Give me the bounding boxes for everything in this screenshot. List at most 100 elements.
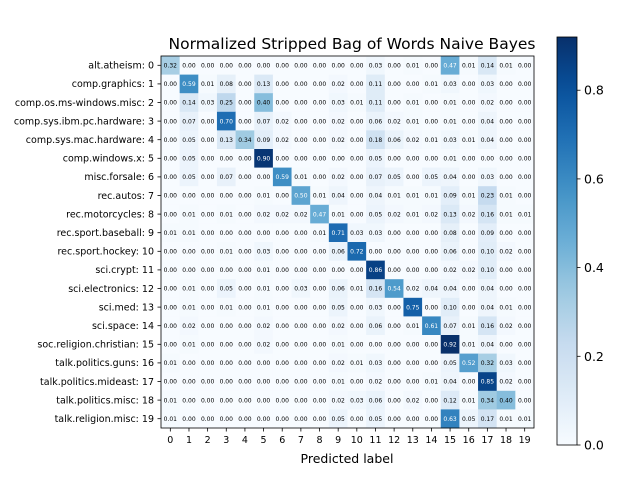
cell-value-label: 0.00 <box>182 63 196 70</box>
cell-value-label: 0.00 <box>238 379 252 386</box>
heatmap-cell <box>403 204 423 224</box>
heatmap-cell <box>198 316 218 336</box>
heatmap-cell <box>422 204 442 224</box>
cell-value-label: 0.02 <box>481 100 495 107</box>
heatmap-cell <box>216 204 236 224</box>
cell-value-label: 0.00 <box>518 193 532 200</box>
cell-value-label: 0.00 <box>238 360 252 367</box>
heatmap-cell <box>254 111 274 131</box>
heatmap-cell <box>478 167 498 187</box>
heatmap-cell <box>496 74 516 94</box>
heatmap-cell <box>496 149 516 168</box>
cell-value-label: 0.00 <box>182 397 196 404</box>
cell-value-label: 0.00 <box>499 81 513 88</box>
cell-value-label: 0.02 <box>406 286 420 293</box>
heatmap-cell <box>328 316 348 336</box>
heatmap-cell <box>347 130 367 150</box>
cell-value-label: 0.00 <box>518 249 532 256</box>
heatmap-cell <box>384 56 404 75</box>
heatmap-cell <box>347 56 367 75</box>
cell-value-label: 0.00 <box>182 379 196 386</box>
heatmap-cell <box>515 111 535 131</box>
heatmap-cell <box>291 335 311 354</box>
heatmap-cell <box>179 167 199 187</box>
heatmap-cell <box>235 242 255 261</box>
cell-value-label: 0.00 <box>294 230 308 237</box>
heatmap-cell <box>161 297 181 317</box>
heatmap-cell <box>403 316 423 336</box>
y-tick-label: rec.motorcycles: 8 <box>66 209 154 220</box>
heatmap-cell <box>515 130 535 150</box>
heatmap-cell <box>403 297 423 317</box>
cell-value-label: 0.04 <box>369 193 383 200</box>
cell-value-label: 0.00 <box>350 211 364 218</box>
heatmap-cell <box>496 279 516 299</box>
heatmap-cell <box>291 56 311 75</box>
heatmap-cell <box>384 279 404 299</box>
cell-value-label: 0.00 <box>238 81 252 88</box>
cell-value-label: 0.00 <box>313 416 327 423</box>
cell-value-label: 0.00 <box>462 118 476 125</box>
heatmap-cell <box>291 167 311 187</box>
cell-value-label: 0.01 <box>499 416 513 423</box>
cell-value-label: 0.00 <box>518 81 532 88</box>
cell-value-label: 0.01 <box>257 267 271 274</box>
cell-value-label: 0.02 <box>387 211 401 218</box>
cell-value-label: 0.32 <box>481 360 495 367</box>
heatmap-cell <box>347 260 367 280</box>
cell-value-label: 0.00 <box>313 81 327 88</box>
cell-value-label: 0.00 <box>518 230 532 237</box>
heatmap-cell <box>291 242 311 261</box>
heatmap-cell <box>422 223 442 243</box>
heatmap-cell <box>515 204 535 224</box>
cell-value-label: 0.02 <box>462 267 476 274</box>
cell-value-label: 0.07 <box>182 118 196 125</box>
x-tick-label: 13 <box>407 435 419 446</box>
heatmap-cell <box>347 242 367 261</box>
heatmap-cell <box>478 186 498 206</box>
heatmap-cell <box>310 372 330 392</box>
cell-value-label: 0.02 <box>257 211 271 218</box>
cell-value-label: 0.03 <box>369 360 383 367</box>
cell-value-label: 0.05 <box>369 156 383 163</box>
cell-value-label: 0.00 <box>201 63 215 70</box>
cell-value-label: 0.00 <box>201 118 215 125</box>
cell-value-label: 0.00 <box>406 416 420 423</box>
heatmap-cell <box>478 372 498 392</box>
cell-value-label: 0.00 <box>182 360 196 367</box>
cell-value-label: 0.00 <box>518 156 532 163</box>
cell-value-label: 0.00 <box>238 267 252 274</box>
heatmap-cell <box>272 223 292 243</box>
x-tick-label: 12 <box>388 435 400 446</box>
heatmap-cell <box>198 167 218 187</box>
y-tick-label: comp.sys.ibm.pc.hardware: 3 <box>14 116 154 127</box>
heatmap-cell <box>440 260 460 280</box>
cell-value-label: 0.00 <box>220 360 234 367</box>
cell-value-label: 0.00 <box>499 137 513 144</box>
cell-value-label: 0.07 <box>369 174 383 181</box>
x-tick-label: 14 <box>425 435 437 446</box>
cell-value-label: 0.01 <box>182 304 196 311</box>
cell-value-label: 0.05 <box>182 156 196 163</box>
heatmap-cell <box>478 74 498 94</box>
cell-value-label: 0.02 <box>276 118 290 125</box>
heatmap-cell <box>403 56 423 75</box>
cell-value-label: 0.54 <box>387 286 401 293</box>
heatmap-cell <box>459 316 479 336</box>
cell-value-label: 0.01 <box>350 100 364 107</box>
cell-value-label: 0.00 <box>220 156 234 163</box>
heatmap-cell <box>366 390 386 410</box>
heatmap-cell <box>366 167 386 187</box>
heatmap-cell <box>328 335 348 354</box>
cell-value-label: 0.02 <box>369 379 383 386</box>
cell-value-label: 0.05 <box>182 137 196 144</box>
heatmap-cell <box>384 297 404 317</box>
heatmap-cell <box>422 56 442 75</box>
heatmap-cell <box>272 297 292 317</box>
cell-value-label: 0.01 <box>220 304 234 311</box>
cell-value-label: 0.05 <box>443 360 457 367</box>
cell-value-label: 0.11 <box>369 81 383 88</box>
heatmap-cell <box>478 316 498 336</box>
heatmap-cell <box>161 167 181 187</box>
heatmap-cell <box>179 204 199 224</box>
